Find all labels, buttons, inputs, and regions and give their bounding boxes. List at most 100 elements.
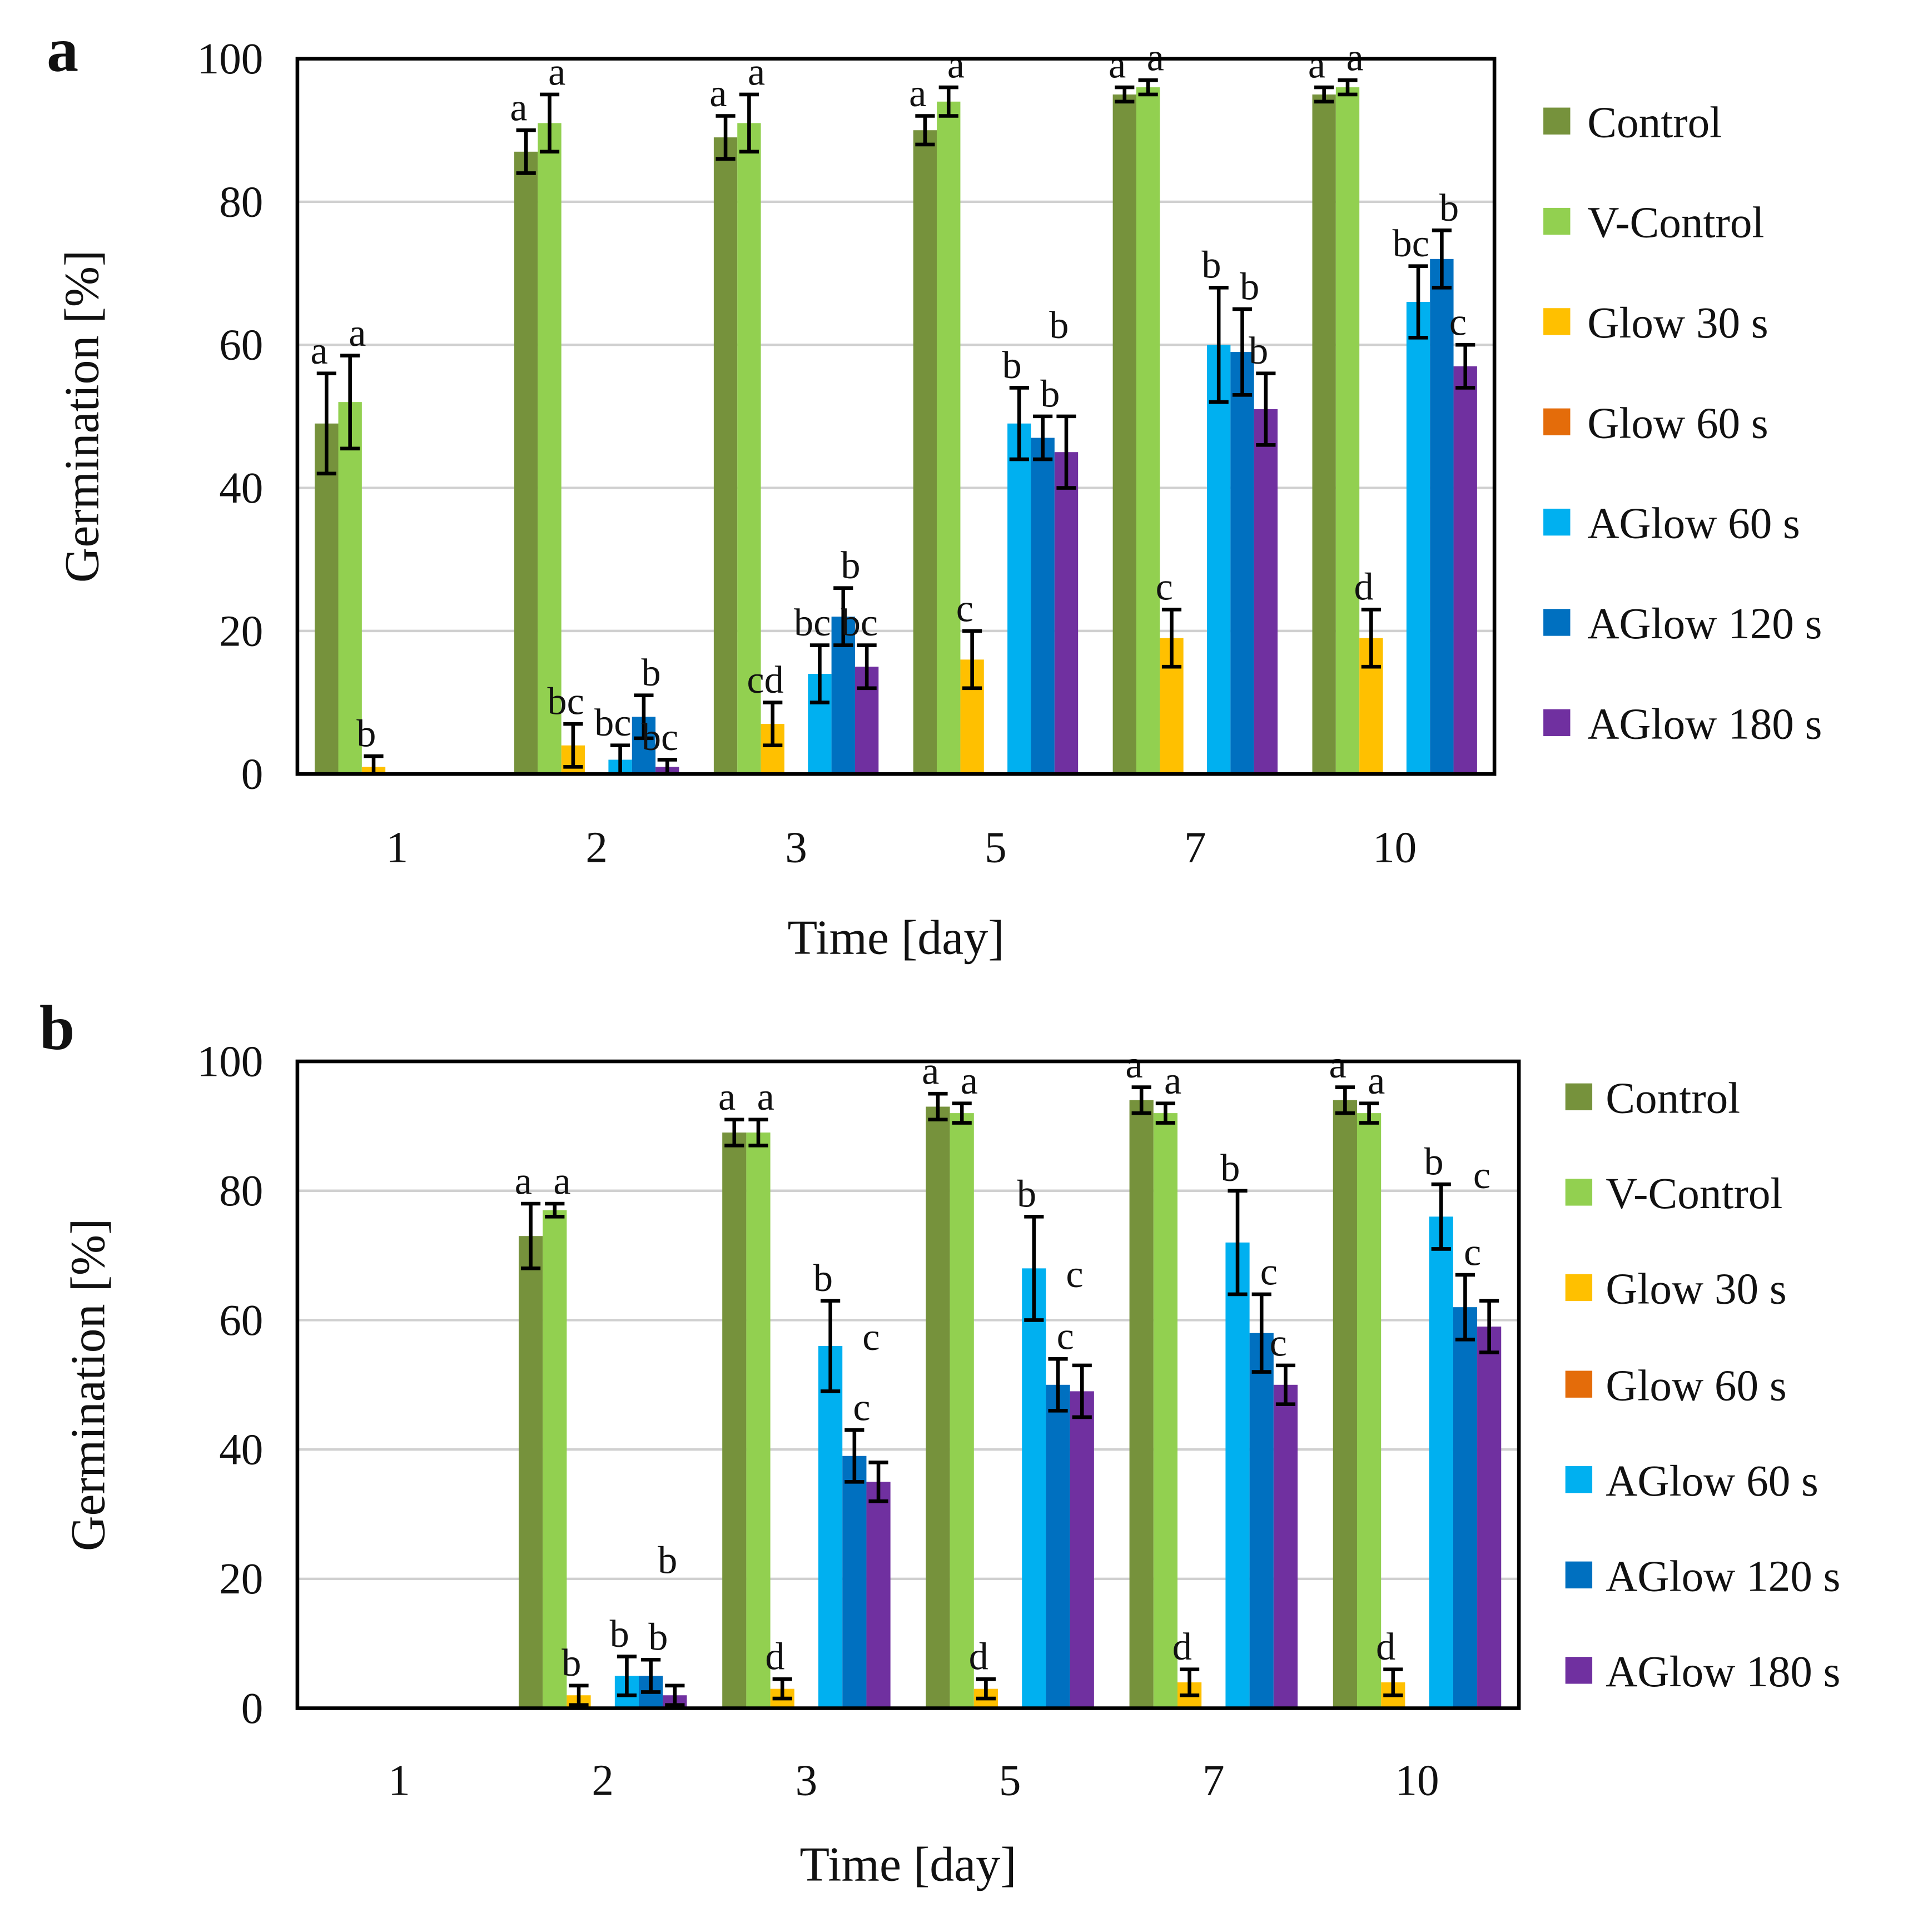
significance-letter: c xyxy=(853,1386,870,1429)
significance-letter: bc xyxy=(547,680,584,723)
y-tick-label: 40 xyxy=(219,464,263,513)
significance-letter: d xyxy=(1172,1625,1192,1668)
x-tick-label: 1 xyxy=(386,823,409,872)
x-tick-label: 2 xyxy=(585,823,608,872)
significance-letter: c xyxy=(1473,1154,1490,1197)
significance-letter: bc xyxy=(1393,222,1429,265)
significance-letter: a xyxy=(709,72,727,115)
legend-swatch xyxy=(1543,609,1571,636)
significance-letter: d xyxy=(765,1635,784,1678)
significance-letter: d xyxy=(969,1635,988,1678)
legend: Control V-Control Glow 30 s Glow 60 s AGlow … xyxy=(1543,98,1822,748)
significance-letter: a xyxy=(548,50,565,93)
significance-letter: a xyxy=(961,1059,978,1102)
bar-control-day-7 xyxy=(1112,94,1136,774)
x-tick-label: 7 xyxy=(1203,1756,1225,1805)
bar-v-control-day-3 xyxy=(746,1133,771,1708)
bar-v-control-day-1 xyxy=(338,402,362,774)
significance-letter: b xyxy=(1240,265,1259,308)
significance-letter: b xyxy=(648,1616,668,1659)
legend-swatch xyxy=(1543,408,1571,435)
panel-label: a xyxy=(47,14,78,85)
bar-aglow-180-s-day-3 xyxy=(866,1482,891,1708)
legend-swatch xyxy=(1565,1657,1593,1684)
bar-aglow-60-s-day-7 xyxy=(1225,1242,1250,1708)
legend-swatch xyxy=(1543,709,1571,737)
significance-letter: a xyxy=(922,1050,939,1093)
significance-letter: a xyxy=(311,329,328,373)
legend-swatch xyxy=(1565,1466,1593,1493)
significance-letter: b xyxy=(1439,186,1459,230)
bar-aglow-60-s-day-10 xyxy=(1406,302,1430,774)
significance-letter: c xyxy=(862,1315,880,1359)
x-tick-label: 2 xyxy=(592,1756,614,1805)
significance-letter: c xyxy=(1066,1253,1083,1296)
significance-letter: b xyxy=(1017,1173,1036,1216)
bar-aglow-60-s-day-3 xyxy=(818,1345,843,1708)
bar-aglow-60-s-day-5 xyxy=(1007,423,1031,774)
bar-v-control-day-10 xyxy=(1335,87,1360,774)
legend-swatch xyxy=(1565,1274,1593,1302)
y-tick-label: 40 xyxy=(219,1426,263,1474)
x-tick-label: 3 xyxy=(796,1756,818,1805)
bar-aglow-60-s-day-7 xyxy=(1206,345,1231,774)
bar-v-control-day-5 xyxy=(937,101,961,774)
legend-label: V-Control xyxy=(1606,1169,1782,1218)
significance-letter: a xyxy=(1368,1059,1385,1102)
plot-frame xyxy=(295,57,1497,776)
bar-aglow-120-s-day-10 xyxy=(1453,1307,1478,1708)
bar-aglow-120-s-day-7 xyxy=(1249,1333,1274,1708)
bar-control-day-2 xyxy=(518,1236,543,1708)
legend: Control V-Control Glow 30 s Glow 60 s AGlow … xyxy=(1565,1074,1840,1696)
x-axis-title: Time [day] xyxy=(799,1838,1016,1892)
y-tick-label: 20 xyxy=(219,607,263,655)
y-tick-label: 80 xyxy=(219,1166,263,1215)
bar-aglow-180-s-day-5 xyxy=(1070,1391,1094,1708)
significance-letter: a xyxy=(1125,1043,1142,1086)
significance-letter: b xyxy=(642,651,661,694)
significance-letter: a xyxy=(553,1159,570,1203)
legend-swatch xyxy=(1543,308,1571,335)
x-tick-label: 5 xyxy=(985,823,1007,872)
significance-letter: b xyxy=(841,544,860,587)
bar-aglow-120-s-day-10 xyxy=(1430,259,1454,774)
y-tick-label: 20 xyxy=(219,1554,263,1603)
y-tick-label: 60 xyxy=(219,1296,263,1345)
significance-letter: b xyxy=(1002,344,1022,387)
significance-letter: d xyxy=(1376,1625,1395,1668)
significance-letter: c xyxy=(1156,565,1173,609)
significance-letter: bc xyxy=(794,601,831,644)
bar-control-day-3 xyxy=(713,137,738,774)
bar-aglow-60-s-day-5 xyxy=(1022,1268,1046,1708)
bar-aglow-180-s-day-7 xyxy=(1254,409,1278,774)
significance-letter: c xyxy=(1270,1321,1287,1364)
significance-letter: c xyxy=(1449,301,1467,344)
bar-v-control-day-2 xyxy=(543,1210,567,1708)
significance-letter: b xyxy=(1220,1146,1240,1190)
y-tick-label: 100 xyxy=(197,34,264,83)
bar-control-day-1 xyxy=(315,423,339,774)
bar-aglow-180-s-day-10 xyxy=(1477,1327,1502,1708)
bar-control-day-7 xyxy=(1129,1100,1154,1708)
legend-label: V-Control xyxy=(1587,198,1764,247)
significance-letter: b xyxy=(658,1538,677,1582)
bar-aglow-120-s-day-7 xyxy=(1230,352,1254,774)
significance-letter: b xyxy=(562,1641,581,1685)
x-tick-label: 10 xyxy=(1395,1756,1439,1805)
bar-aglow-60-s-day-10 xyxy=(1429,1216,1453,1708)
bar-aglow-180-s-day-7 xyxy=(1273,1384,1298,1708)
legend-label: AGlow 60 s xyxy=(1587,499,1800,548)
x-tick-label: 3 xyxy=(785,823,807,872)
legend-label: AGlow 60 s xyxy=(1606,1457,1818,1506)
significance-letter: c xyxy=(1260,1250,1278,1293)
legend-label: Control xyxy=(1587,98,1722,147)
bar-control-day-10 xyxy=(1333,1100,1357,1708)
significance-letter: b xyxy=(813,1256,833,1300)
y-axis-title: Germination [%] xyxy=(55,250,109,583)
significance-letter: a xyxy=(1308,43,1325,86)
significance-letter: b xyxy=(1424,1140,1443,1184)
y-axis-title: Germination [%] xyxy=(61,1219,115,1551)
legend-label: AGlow 180 s xyxy=(1606,1647,1840,1696)
